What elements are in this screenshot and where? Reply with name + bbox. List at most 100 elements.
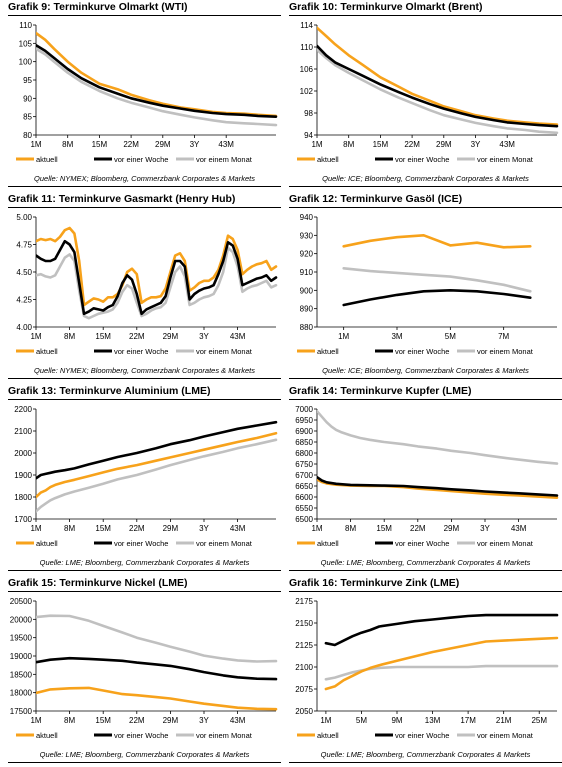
chart-name: Terminkurve Gasöl (ICE) xyxy=(337,193,463,205)
x-tick-label: 3Y xyxy=(199,716,209,725)
y-tick-label: 2075 xyxy=(295,685,313,694)
legend-label-woche: vor einer Woche xyxy=(114,155,168,164)
y-tick-label: 90 xyxy=(23,94,32,103)
x-tick-label: 5M xyxy=(445,332,456,341)
line-chart: 1700 1800 1900 2000 2100 2200 1M 8M 15M 22M 29M 3Y 4… xyxy=(14,405,278,548)
x-tick-label: 1M xyxy=(311,140,322,149)
divider xyxy=(8,186,281,187)
chart-number: Grafik 12: xyxy=(289,193,338,205)
chart-title: Grafik 9: Terminkurve Olmarkt (WTI) xyxy=(8,0,281,15)
series-line-monat xyxy=(317,409,559,465)
x-tick-label: 3Y xyxy=(199,524,209,533)
chart-panel-6: Grafik 14: Terminkurve Kupfer (LME) 6500 6… xyxy=(289,384,562,574)
chart-number: Grafik 15: xyxy=(8,577,57,589)
y-tick-label: 2100 xyxy=(14,427,32,436)
divider xyxy=(289,762,562,763)
y-tick-label: 2100 xyxy=(295,663,313,672)
source-note: Quelle: ICE; Bloomberg, Commerzbank Corp… xyxy=(322,366,529,375)
x-tick-label: 1M xyxy=(30,524,41,533)
y-tick-label: 106 xyxy=(300,65,314,74)
y-tick-label: 100 xyxy=(19,58,33,67)
legend-label-aktuell: aktuell xyxy=(317,539,339,548)
line-chart: 94 98 102 106 110 114 1M 8M 15M 22M 29M 3Y 43M aktuel… xyxy=(297,21,559,164)
x-tick-label: 43M xyxy=(230,332,246,341)
y-tick-label: 1800 xyxy=(14,493,32,502)
legend-label-aktuell: aktuell xyxy=(36,347,58,356)
chart-title: Grafik 14: Terminkurve Kupfer (LME) xyxy=(289,384,562,399)
x-tick-label: 29M xyxy=(155,140,171,149)
chart-name: Terminkurve Gasmarkt (Henry Hub) xyxy=(55,193,236,205)
legend-label-monat: vor einem Monat xyxy=(477,539,534,548)
chart-panel-4: Grafik 12: Terminkurve Gasöl (ICE) 880 890… xyxy=(289,192,562,382)
y-tick-label: 20500 xyxy=(10,597,33,606)
y-tick-label: 18500 xyxy=(10,670,33,679)
x-tick-label: 43M xyxy=(499,140,515,149)
x-tick-label: 15M xyxy=(92,140,108,149)
series-line-aktuell xyxy=(324,636,559,691)
x-tick-label: 15M xyxy=(376,524,392,533)
y-tick-label: 114 xyxy=(300,21,313,30)
y-tick-label: 19500 xyxy=(10,634,33,643)
x-tick-label: 22M xyxy=(410,524,426,533)
y-tick-label: 6950 xyxy=(295,416,313,425)
series-line-woche xyxy=(324,613,559,647)
x-tick-label: 43M xyxy=(230,524,246,533)
x-tick-label: 9M xyxy=(391,716,402,725)
chart-name: Terminkurve Olmarkt (Brent) xyxy=(337,1,483,13)
x-tick-label: 29M xyxy=(436,140,452,149)
chart-title: Grafik 15: Terminkurve Nickel (LME) xyxy=(8,576,281,591)
line-chart: 880 890 900 910 920 930 940 1M 3M 5M 7M aktuell vor … xyxy=(297,213,557,356)
line-chart: 2050 2075 2100 2125 2150 2175 1M 5M 9M 13M 17M 21M 2… xyxy=(295,597,559,740)
divider xyxy=(289,15,562,16)
legend-label-monat: vor einem Monat xyxy=(196,731,253,740)
chart-panel-8: Grafik 16: Terminkurve Zink (LME) 2050 207… xyxy=(289,576,562,766)
legend-label-woche: vor einer Woche xyxy=(395,347,449,356)
x-tick-label: 15M xyxy=(95,524,111,533)
y-tick-label: 920 xyxy=(300,250,314,259)
x-tick-label: 1M xyxy=(30,140,41,149)
x-tick-label: 22M xyxy=(404,140,420,149)
y-tick-label: 910 xyxy=(300,268,314,277)
series-line-aktuell xyxy=(36,226,278,307)
series-line-aktuell xyxy=(36,686,278,711)
chart-title: Grafik 13: Terminkurve Aluminium (LME) xyxy=(8,384,281,399)
chart-panel-3: Grafik 11: Terminkurve Gasmarkt (Henry H… xyxy=(8,192,281,382)
divider xyxy=(289,591,562,592)
divider xyxy=(289,399,562,400)
legend-label-woche: vor einer Woche xyxy=(395,155,449,164)
x-tick-label: 5M xyxy=(356,716,367,725)
x-tick-label: 25M xyxy=(531,716,547,725)
chart-name: Terminkurve Olmarkt (WTI) xyxy=(50,1,188,13)
y-tick-label: 110 xyxy=(19,21,32,30)
chart-panel-7: Grafik 15: Terminkurve Nickel (LME) 17500… xyxy=(8,576,281,766)
line-chart: 6500 6550 6600 6650 6700 6750 6800 6850 6900 6950… xyxy=(295,405,559,548)
x-tick-label: 8M xyxy=(64,332,75,341)
y-tick-label: 2175 xyxy=(295,597,313,606)
y-tick-label: 6800 xyxy=(295,449,313,458)
y-tick-label: 6850 xyxy=(295,438,313,447)
divider xyxy=(8,570,281,571)
series-line-woche xyxy=(36,43,278,118)
chart-title: Grafik 11: Terminkurve Gasmarkt (Henry H… xyxy=(8,192,281,207)
divider xyxy=(289,570,562,571)
legend-label-monat: vor einem Monat xyxy=(196,347,253,356)
y-tick-label: 6900 xyxy=(295,427,313,436)
x-tick-label: 3M xyxy=(391,332,402,341)
chart-number: Grafik 14: xyxy=(289,385,338,397)
series-line-aktuell xyxy=(36,431,278,499)
source-note: Quelle: LME; Bloomberg, Commerzbank Corp… xyxy=(320,558,531,567)
y-tick-label: 110 xyxy=(300,43,313,52)
y-tick-label: 2150 xyxy=(295,619,313,628)
x-tick-label: 17M xyxy=(460,716,476,725)
divider xyxy=(8,207,281,208)
x-tick-label: 29M xyxy=(163,332,179,341)
series-line-aktuell xyxy=(317,26,559,126)
y-tick-label: 95 xyxy=(23,76,32,85)
series-line-monat xyxy=(317,48,559,135)
legend-label-woche: vor einer Woche xyxy=(395,539,449,548)
source-note: Quelle: ICE; Bloomberg, Commerzbank Corp… xyxy=(322,174,529,183)
chart-number: Grafik 16: xyxy=(289,577,338,589)
x-tick-label: 13M xyxy=(425,716,441,725)
x-tick-label: 1M xyxy=(30,332,41,341)
y-tick-label: 4.00 xyxy=(16,323,32,332)
